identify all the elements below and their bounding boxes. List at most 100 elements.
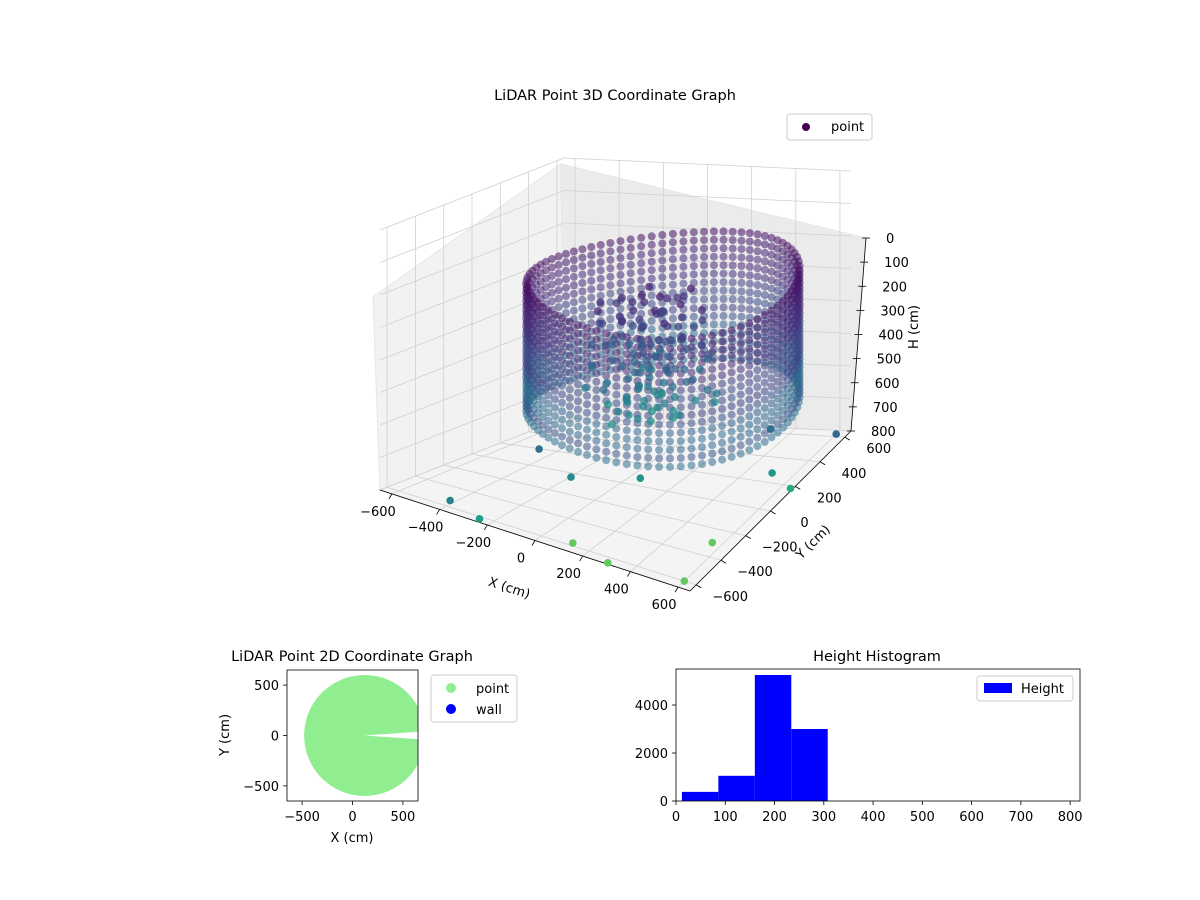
point-3d [550,403,559,412]
point-3d [687,385,696,394]
point-3d [753,298,762,306]
point-3d [709,303,718,312]
y-tick-label-2d: 0 [271,730,279,745]
point-3d [736,390,745,399]
point-3d [745,327,754,336]
point-3d [655,454,664,463]
point-3d [745,403,754,412]
point-3d [773,420,782,429]
point-3d [704,350,713,359]
z-tick-label-3d: 600 [875,377,900,392]
point-3d [558,424,566,433]
point-3d [544,391,553,400]
point-3d [767,399,776,408]
point-3d [608,341,617,350]
point-3d [719,252,728,261]
point-3d [655,369,664,378]
point-3d [606,264,615,273]
point-3d [668,382,677,391]
point-3d [606,247,615,256]
point-3d [544,416,553,425]
outlier-point-3d [766,425,775,433]
point-3d [638,363,647,372]
point-3d [538,345,547,354]
point-3d [708,365,717,374]
point-3d [719,227,728,236]
point-3d [647,274,656,283]
point-3d [550,336,559,345]
point-3d [668,336,676,345]
point-3d [727,444,736,453]
point-3d [753,366,762,375]
point-3d [708,407,717,416]
point-3d [760,232,769,240]
point-3d [565,427,574,436]
gridline-3d [563,417,852,432]
point-3d [698,443,706,452]
point-3d [753,281,762,290]
point-3d [574,380,583,389]
point-3d [544,433,553,442]
point-3d [727,436,736,444]
point-3d [700,286,708,295]
point-3d [767,331,776,340]
point-3d [583,417,591,426]
point-3d [679,254,688,263]
point-3d [773,327,782,336]
point-3d [558,373,566,382]
point-3d [606,255,615,264]
point-3d [565,317,574,326]
point-3d [700,236,708,245]
gridline-3d [630,428,797,572]
point-3d [719,311,728,320]
point-3d [658,273,667,282]
point-3d [698,434,706,443]
point-3d [616,262,625,271]
point-3d [760,248,769,257]
point-3d [773,386,782,395]
point-3d [592,327,601,335]
point-3d [737,245,746,254]
point-3d [689,253,698,262]
point-3d [633,402,642,411]
point-3d [669,414,678,422]
point-3d [647,240,656,249]
point-3d [753,357,762,366]
legend-histogram-swatch [984,683,1012,693]
legend-2d: point wall [430,674,518,723]
legend-histogram-frame [976,675,1074,702]
point-3d [644,382,653,391]
point-3d [676,344,685,353]
point-3d [745,446,754,455]
point-3d [637,267,646,276]
point-3d [574,431,583,439]
point-3d [658,247,667,256]
point-3d [596,274,605,283]
point-3d [538,421,547,430]
legend-2d-label-point: point [476,682,509,697]
point-3d [538,387,547,396]
point-3d [635,315,644,324]
point-3d [676,454,685,462]
point-3d [592,352,601,361]
point-3d [676,462,685,471]
point-3d [760,412,769,421]
point-3d [773,335,782,344]
point-3d [753,264,762,273]
point-3d [736,415,745,424]
point-3d [779,296,788,305]
point-3d [550,395,559,404]
point-3d [574,321,583,330]
point-3d [668,305,677,314]
chart-2d-title: LiDAR Point 2D Coordinate Graph [231,649,473,665]
point-3d [565,334,574,343]
point-3d [538,362,547,371]
point-3d [633,444,642,453]
point-3d [578,262,587,271]
point-3d [736,399,745,407]
point-3d [767,267,776,276]
point-3d [630,357,639,366]
z-tick-label-3d: 400 [879,329,904,344]
x-tick-3d [436,509,440,515]
point-3d [728,253,737,261]
